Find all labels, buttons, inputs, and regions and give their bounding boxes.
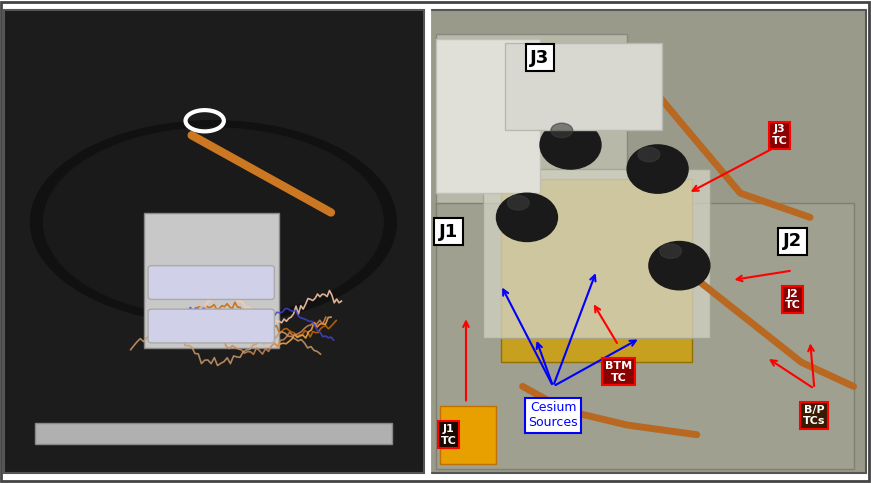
Text: J3
TC: J3 TC <box>772 125 787 146</box>
Text: J2
TC: J2 TC <box>785 289 800 310</box>
Ellipse shape <box>649 242 710 290</box>
Text: J1
TC: J1 TC <box>441 424 456 445</box>
Text: B/P
TCs: B/P TCs <box>803 405 826 426</box>
Circle shape <box>30 121 396 324</box>
Ellipse shape <box>550 123 573 138</box>
Text: BTM
TC: BTM TC <box>604 361 632 383</box>
FancyBboxPatch shape <box>505 43 662 130</box>
FancyBboxPatch shape <box>501 179 692 362</box>
Text: J3: J3 <box>530 49 550 67</box>
FancyBboxPatch shape <box>35 423 392 444</box>
FancyBboxPatch shape <box>483 169 710 338</box>
Ellipse shape <box>638 147 660 162</box>
Circle shape <box>44 128 383 316</box>
FancyBboxPatch shape <box>440 406 496 464</box>
Ellipse shape <box>496 193 557 242</box>
FancyBboxPatch shape <box>436 39 540 193</box>
FancyBboxPatch shape <box>148 309 274 343</box>
FancyBboxPatch shape <box>148 266 274 299</box>
FancyBboxPatch shape <box>429 10 866 473</box>
Ellipse shape <box>627 145 688 193</box>
Text: J2: J2 <box>783 232 802 251</box>
Ellipse shape <box>540 121 601 169</box>
Ellipse shape <box>507 196 529 210</box>
Text: Cesium
Sources: Cesium Sources <box>529 401 577 429</box>
FancyBboxPatch shape <box>436 203 854 469</box>
FancyBboxPatch shape <box>4 10 424 473</box>
Ellipse shape <box>660 244 681 258</box>
Text: J1: J1 <box>439 223 458 241</box>
FancyBboxPatch shape <box>436 34 627 217</box>
FancyBboxPatch shape <box>144 213 279 348</box>
